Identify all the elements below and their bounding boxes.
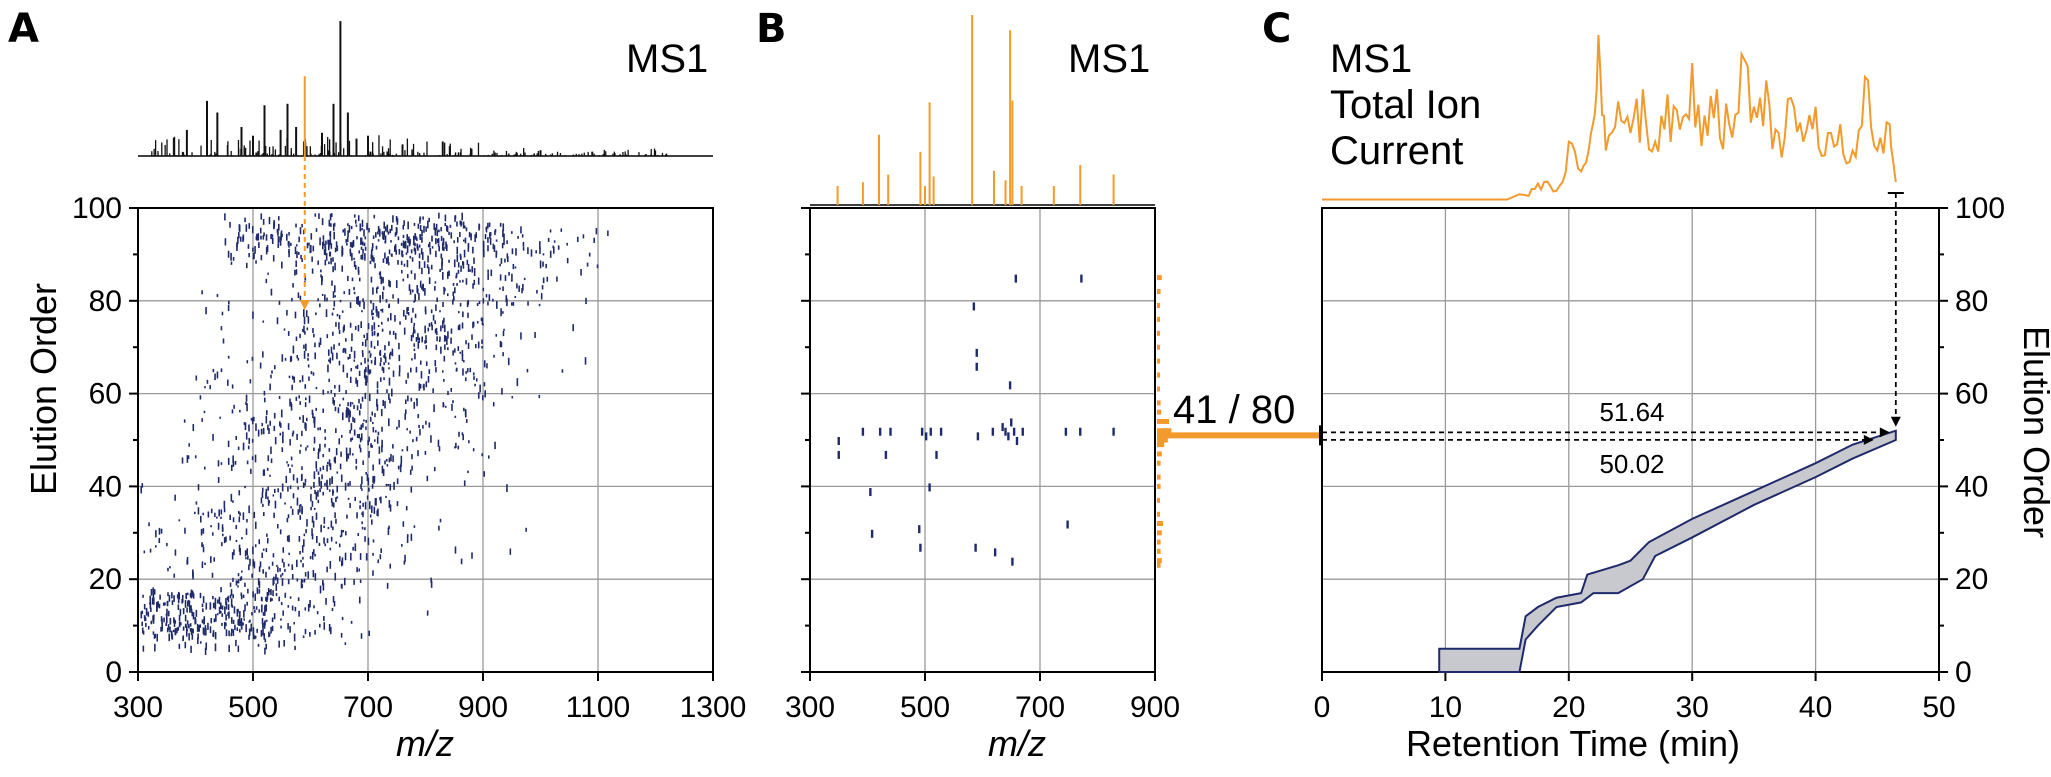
histogram-bar (1157, 409, 1162, 415)
panel-c-ytick-label: 0 (1955, 656, 1972, 689)
panel-letter-a: A (8, 6, 39, 52)
fraction-connector (1157, 432, 1320, 439)
histogram-bar (1157, 289, 1161, 295)
histogram-bar (1157, 460, 1161, 466)
precursor-arrow-head (299, 300, 310, 311)
histogram-bar (1157, 358, 1160, 364)
panel-b-xtick-label: 300 (785, 691, 835, 724)
histogram-bar (1157, 451, 1162, 457)
elution-marker-upper-head (1879, 427, 1890, 438)
histogram-bar (1157, 558, 1162, 564)
panel-c-ytick-label: 20 (1955, 563, 1988, 596)
panel-c-xtick-label: 10 (1429, 691, 1462, 724)
panel-a-ytick-label: 0 (105, 656, 122, 689)
panel-a-xtick-label: 500 (228, 691, 278, 724)
histogram-bar (1157, 275, 1162, 281)
panel-a-xtick-label: 1300 (680, 691, 747, 724)
panel-c-ytick-label: 60 (1955, 378, 1988, 411)
histogram-bar (1157, 539, 1161, 545)
panel-c-xtick-label: 40 (1799, 691, 1832, 724)
elution-band (1438, 429, 1897, 673)
panel-a-ylabel: Elution Order (23, 283, 64, 495)
panel-a-xtick-label: 900 (458, 691, 508, 724)
panel-a-points (140, 212, 609, 655)
histogram-bar (1157, 521, 1163, 527)
histogram-bar (1157, 474, 1161, 480)
panel-a-xlabel: m/z (396, 723, 454, 764)
histogram-bar (1157, 442, 1165, 448)
panel-a-ytick-label: 20 (89, 563, 122, 596)
annotation-upper: 51.64 (1599, 397, 1664, 427)
fraction-label: 41 / 80 (1173, 388, 1295, 432)
panel-a-title: MS1 (626, 37, 708, 81)
histogram-bar (1157, 302, 1160, 308)
panel-b-xlabel: m/z (988, 723, 1046, 764)
histogram-bar (1157, 548, 1161, 554)
histogram-bar (1157, 344, 1160, 350)
histogram-bar (1157, 386, 1160, 392)
panel-c-xtick-label: 50 (1922, 691, 1955, 724)
panel-c-title-line-2: Total Ion (1330, 83, 1481, 127)
panel-c-title-line-3: Current (1330, 129, 1463, 173)
histogram-bar (1157, 530, 1162, 536)
panel-a-xtick-label: 300 (113, 691, 163, 724)
histogram-bar (1157, 562, 1161, 568)
histogram-bar (1157, 483, 1161, 489)
panel-c-ylabel: Elution Order (2016, 326, 2051, 538)
panel-a-ytick-label: 100 (72, 192, 122, 225)
panel-b-title: MS1 (1068, 37, 1150, 81)
histogram-bar (1157, 428, 1172, 434)
annotation-lower: 50.02 (1599, 449, 1664, 479)
histogram-bar (1157, 400, 1161, 406)
panel-letter-b: B (756, 6, 787, 52)
histogram-bar (1157, 372, 1160, 378)
panel-b-xtick-label: 900 (1130, 691, 1180, 724)
panel-c-ytick-label: 40 (1955, 470, 1988, 503)
panel-a-xtick-label: 700 (343, 691, 393, 724)
panel-c-xtick-label: 30 (1676, 691, 1709, 724)
panel-a-ytick-label: 40 (89, 470, 122, 503)
panel-b-xtick-label: 700 (1015, 691, 1065, 724)
histogram-bar (1157, 316, 1160, 322)
panel-c-ytick-label: 80 (1955, 285, 1988, 318)
panel-c-xtick-label: 20 (1552, 691, 1585, 724)
panel-a-ytick-label: 60 (89, 378, 122, 411)
panel-c-title-line-1: MS1 (1330, 37, 1412, 81)
histogram-bar (1157, 418, 1169, 424)
panel-a-frame (137, 207, 714, 673)
panel-b-xtick-label: 500 (900, 691, 950, 724)
histogram-bar (1157, 330, 1160, 336)
tic-trace (1322, 34, 1897, 201)
elution-marker-lower-head (1863, 434, 1874, 445)
histogram-bar (1157, 497, 1160, 503)
retention-marker-head (1890, 416, 1901, 427)
panel-a-xtick-label: 1100 (566, 691, 631, 724)
panel-c-xtick-label: 0 (1314, 691, 1331, 724)
panel-a-ytick-label: 80 (89, 285, 122, 318)
histogram-bar (1157, 511, 1160, 517)
panel-letter-c: C (1262, 6, 1291, 52)
panel-c-ytick-label: 100 (1955, 192, 2005, 225)
panel-c-xlabel: Retention Time (min) (1406, 723, 1740, 764)
histogram-bar (1157, 437, 1168, 443)
panel-b-frame (809, 207, 1156, 673)
